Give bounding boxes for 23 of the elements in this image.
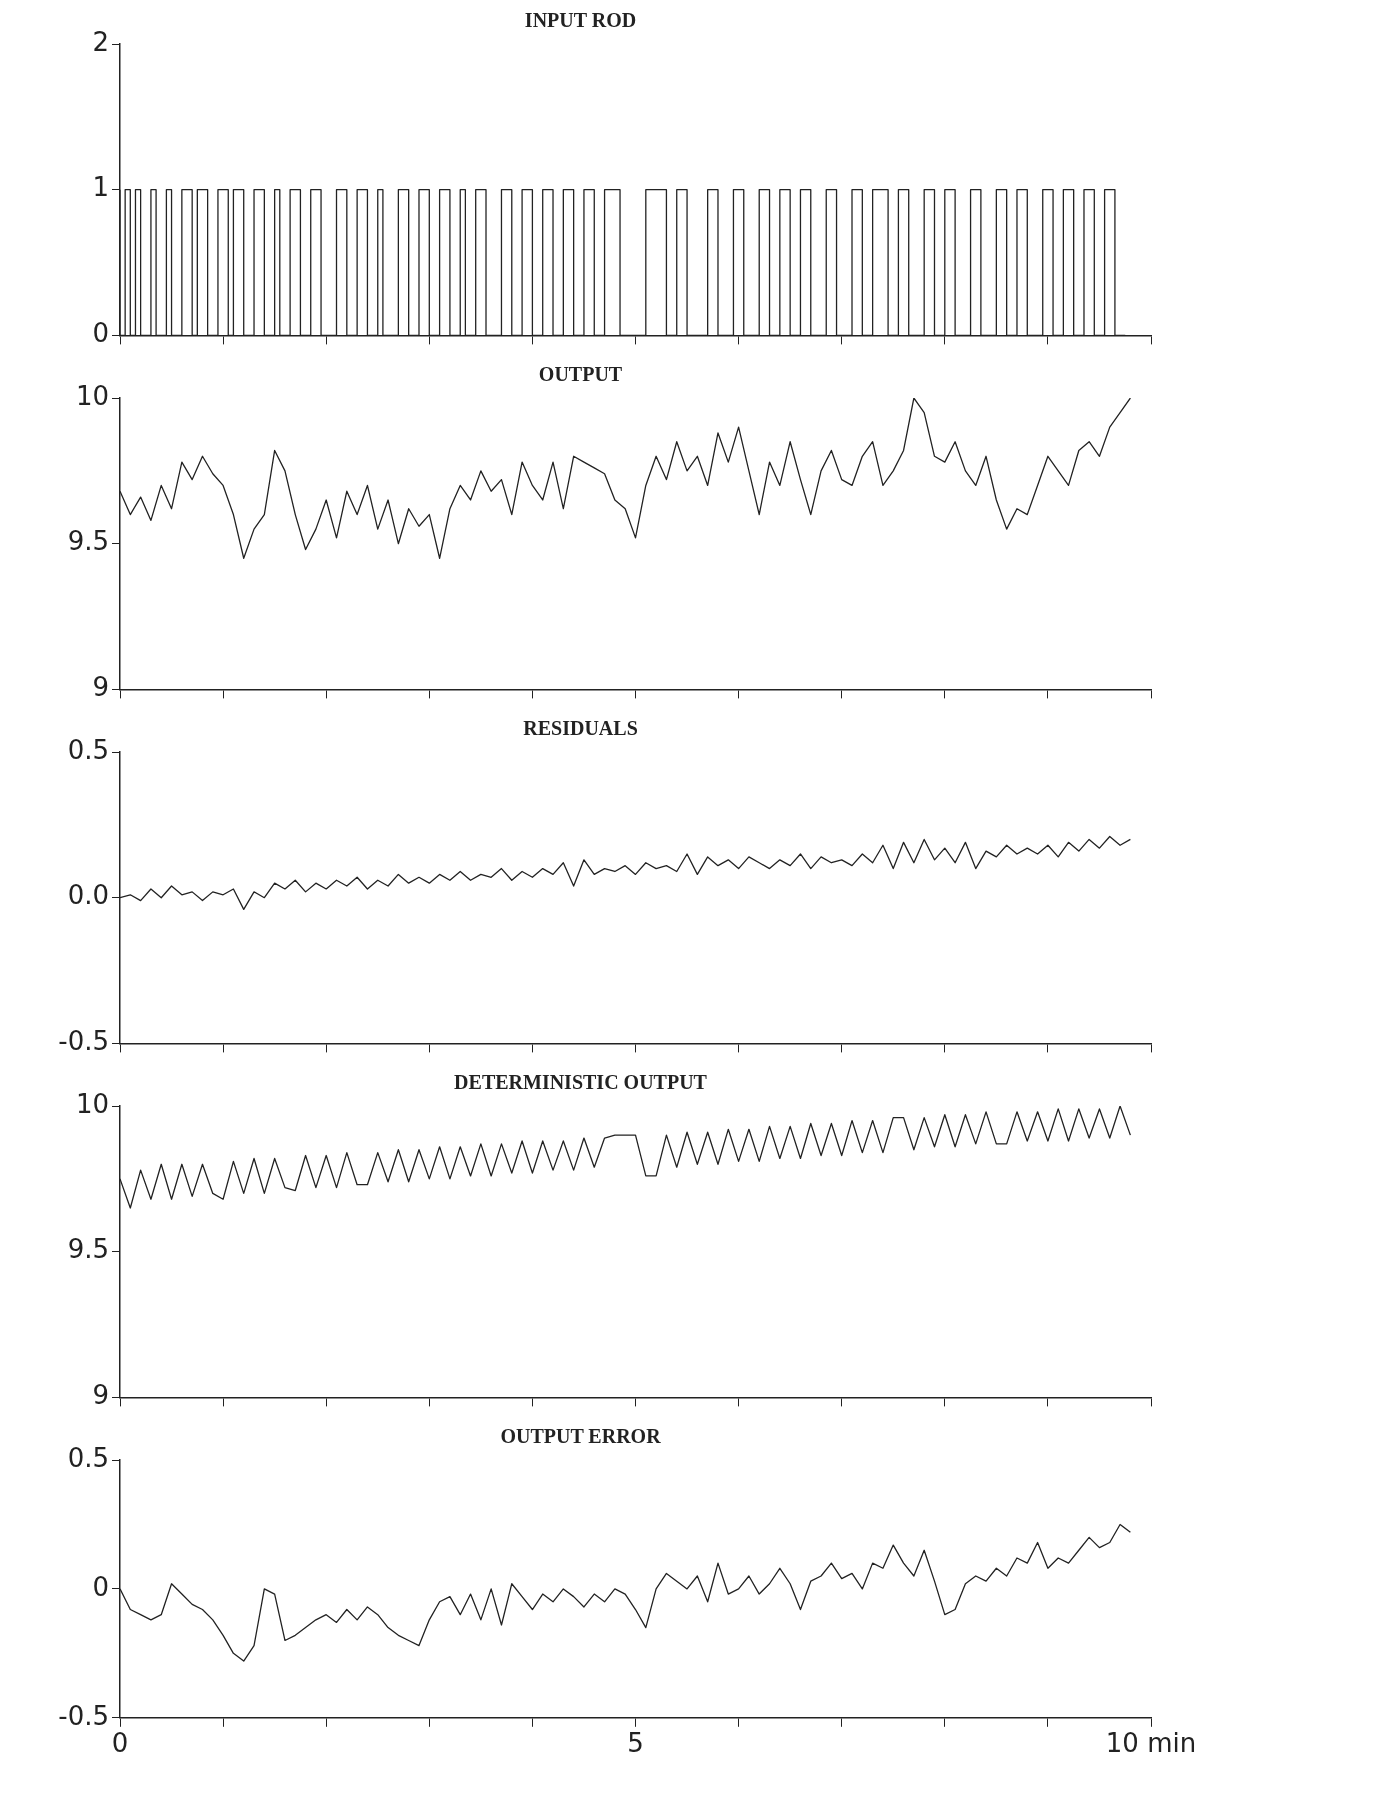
chart-title: OUTPUT [538, 363, 623, 386]
chart-title: INPUT ROD [524, 9, 637, 32]
x-tick-label: 5 [627, 1728, 644, 1759]
x-tick-label: 0 [111, 1728, 129, 1759]
y-tick-label: 0.5 [67, 1442, 109, 1473]
y-tick-label: 9.5 [67, 1234, 109, 1265]
y-tick-label: 10 [75, 1088, 109, 1119]
y-tick-label: -0.5 [58, 1026, 109, 1057]
y-tick-label: 2 [92, 26, 109, 57]
y-tick-label: 0 [92, 1571, 109, 1602]
y-tick-label: 0.5 [67, 734, 109, 765]
y-tick-label: -0.5 [58, 1700, 109, 1731]
y-tick-label: 9.5 [67, 526, 109, 557]
y-tick-label: 10 [75, 380, 109, 411]
y-tick-label: 9 [92, 1380, 109, 1411]
y-tick-label: 1 [92, 172, 109, 203]
chart-title: DETERMINISTIC OUTPUT [454, 1071, 708, 1094]
chart-title: RESIDUALS [523, 717, 638, 740]
y-tick-label: 9 [92, 672, 109, 703]
x-tick-label: 10 min [1105, 1728, 1197, 1759]
chart-title: OUTPUT ERROR [500, 1425, 662, 1448]
y-tick-label: 0 [92, 318, 109, 349]
y-tick-label: 0.0 [67, 880, 109, 911]
